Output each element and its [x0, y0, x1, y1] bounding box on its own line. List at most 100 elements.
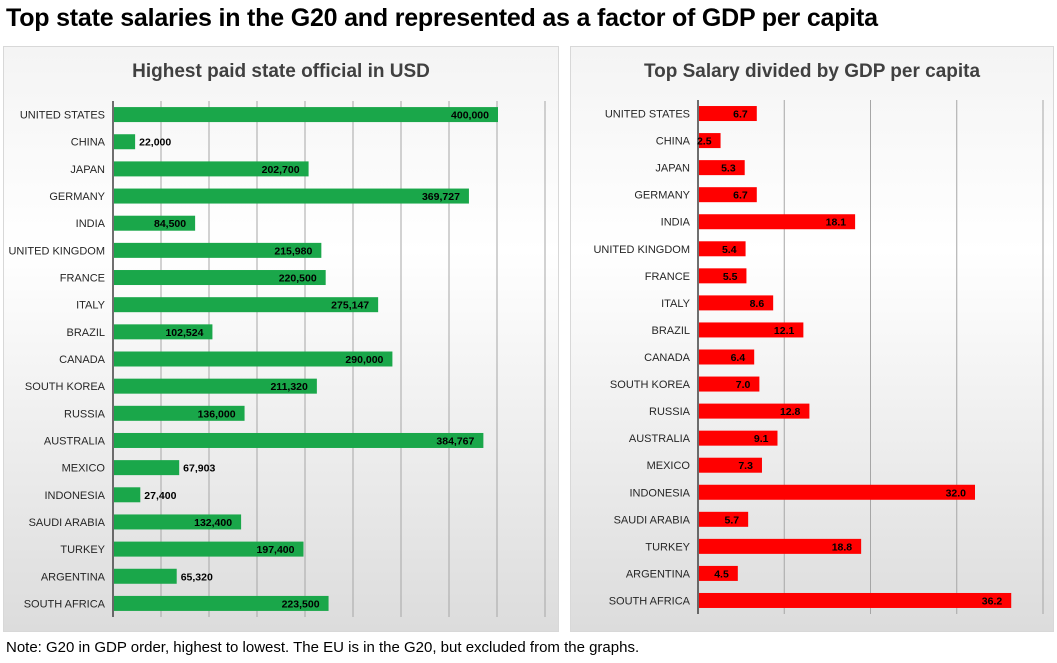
bar [699, 241, 746, 257]
data-label: 5.7 [725, 514, 740, 526]
category-label: FRANCE [645, 271, 690, 283]
data-label: 4.5 [714, 568, 729, 580]
data-label: 8.6 [750, 298, 765, 310]
category-label: INDONESIA [629, 487, 690, 499]
bar [114, 595, 329, 611]
category-label: INDONESIA [44, 490, 105, 502]
category-label: SOUTH KOREA [610, 379, 691, 391]
bar [699, 295, 774, 311]
bar [699, 133, 721, 149]
data-label: 27,400 [144, 490, 176, 502]
bar [699, 322, 804, 338]
category-label: GERMANY [49, 191, 105, 203]
category-label: FRANCE [60, 273, 105, 285]
category-label: UNITED STATES [20, 110, 105, 122]
data-label: 12.1 [774, 325, 795, 337]
category-label: TURKEY [645, 541, 690, 553]
category-label: ITALY [76, 300, 106, 312]
bar [699, 214, 856, 230]
data-label: 215,980 [274, 245, 312, 257]
data-label: 136,000 [198, 408, 236, 420]
category-label: SAUDI ARABIA [614, 514, 691, 526]
bar [114, 161, 309, 177]
data-label: 384,767 [436, 435, 474, 447]
category-label: AUSTRALIA [44, 435, 106, 447]
footnote: Note: G20 in GDP order, highest to lowes… [6, 639, 640, 656]
bar [114, 107, 498, 123]
bar [114, 460, 180, 476]
category-label: SOUTH KOREA [25, 381, 106, 393]
data-label: 2.5 [697, 136, 712, 148]
data-label: 211,320 [270, 381, 308, 393]
category-label: ARGENTINA [41, 571, 106, 583]
bar [699, 511, 749, 527]
category-label: ARGENTINA [626, 568, 691, 580]
ratio-chart-svg: UNITED STATES 6.7 CHINA 2.5 JAPAN 5.3 GERMANY 6… [593, 100, 1044, 614]
bar [699, 565, 738, 581]
salary-chart-panel: Highest paid state official in USD UNITE… [3, 46, 559, 632]
data-label: 7.0 [736, 379, 751, 391]
data-label: 202,700 [262, 164, 300, 176]
bar [114, 514, 242, 530]
bar [114, 188, 469, 204]
bar [699, 403, 810, 419]
category-label: SOUTH AFRICA [24, 598, 106, 610]
bar [114, 541, 304, 557]
data-label: 6.4 [731, 352, 746, 364]
category-label: SAUDI ARABIA [29, 517, 106, 529]
data-label: 32.0 [946, 487, 967, 499]
category-label: SOUTH AFRICA [609, 595, 691, 607]
bar [699, 592, 1012, 608]
category-label: ITALY [661, 298, 691, 310]
category-label: INDIA [661, 217, 691, 229]
category-label: AUSTRALIA [629, 433, 691, 445]
category-label: JAPAN [655, 163, 690, 175]
data-label: 400,000 [451, 110, 489, 122]
bar [699, 349, 755, 365]
category-label: RUSSIA [64, 408, 106, 420]
data-label: 22,000 [139, 137, 171, 149]
category-label: CANADA [59, 354, 106, 366]
data-label: 67,903 [183, 463, 215, 475]
category-label: CHINA [71, 137, 106, 149]
bar [699, 187, 757, 203]
bar [114, 432, 484, 448]
data-label: 5.4 [722, 244, 737, 256]
data-label: 132,400 [194, 517, 232, 529]
category-label: BRAZIL [66, 327, 105, 339]
data-label: 7.3 [738, 460, 753, 472]
data-label: 290,000 [345, 354, 383, 366]
data-label: 6.7 [733, 109, 748, 121]
bar [114, 487, 141, 503]
data-label: 9.1 [754, 433, 769, 445]
ratio-chart-title: Top Salary divided by GDP per capita [643, 61, 981, 82]
category-label: UNITED STATES [605, 109, 690, 121]
data-label: 65,320 [181, 571, 213, 583]
data-label: 6.7 [733, 190, 748, 202]
salary-chart-title: Highest paid state official in USD [132, 61, 430, 82]
data-label: 5.5 [723, 271, 738, 283]
salary-chart-svg: UNITED STATES 400,000 CHINA 22,000 JAPAN 202,… [8, 101, 546, 617]
data-label: 197,400 [257, 544, 295, 556]
data-label: 18.8 [832, 541, 853, 553]
data-label: 36.2 [982, 595, 1003, 607]
bar [114, 297, 379, 313]
data-label: 275,147 [331, 300, 369, 312]
data-label: 220,500 [279, 273, 317, 285]
bar [114, 215, 196, 231]
category-label: GERMANY [634, 190, 690, 202]
category-label: MEXICO [62, 463, 106, 475]
bar [699, 376, 760, 392]
bar [114, 134, 136, 150]
category-label: TURKEY [60, 544, 105, 556]
bar [114, 405, 245, 421]
bar [114, 270, 326, 286]
category-label: CANADA [644, 352, 691, 364]
bar [114, 324, 213, 340]
bar [699, 484, 975, 500]
main-title: Top state salaries in the G20 and repres… [6, 4, 878, 32]
data-label: 369,727 [422, 191, 460, 203]
bar [114, 378, 317, 394]
category-label: RUSSIA [649, 406, 691, 418]
data-label: 5.3 [721, 163, 736, 175]
